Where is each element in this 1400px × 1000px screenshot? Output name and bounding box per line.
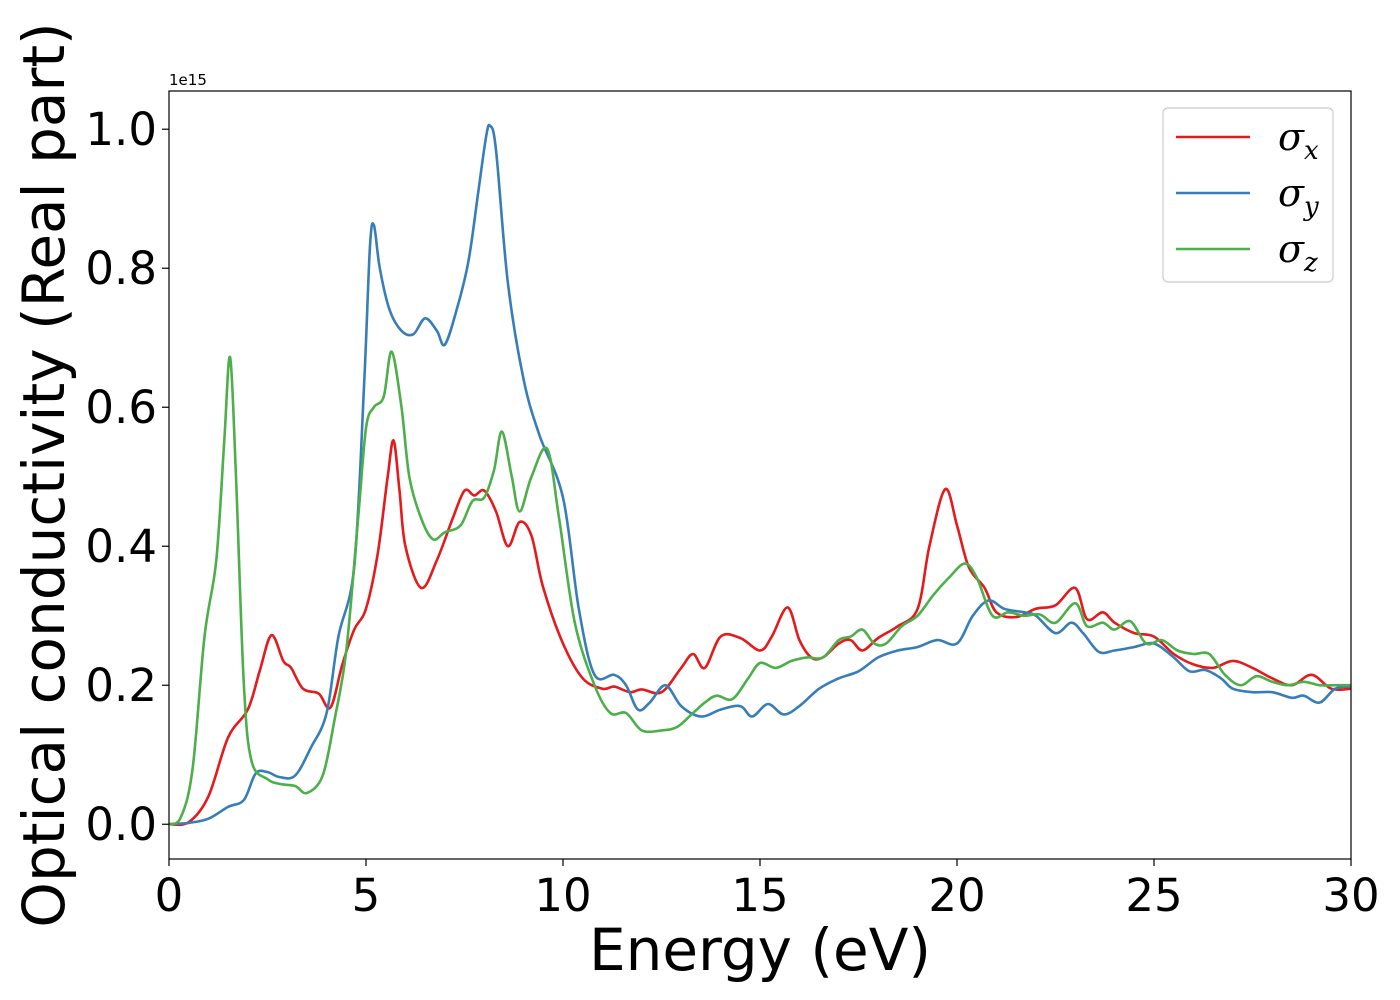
x-tick-label: 5 [352,869,381,922]
x-tick-label: 20 [928,869,985,922]
x-axis-label: Energy (eV) [589,916,931,984]
y-tick-label: 0.6 [85,381,157,434]
y-tick-label: 0.4 [85,520,157,573]
x-tick-label: 10 [534,869,591,922]
y-tick-label: 0.2 [85,659,157,712]
x-tick-label: 0 [155,869,184,922]
tick-layer: 0 5 10 15 20 25 30 0.0 0.2 0.4 0.6 0.8 1.0 [85,103,1379,922]
x-tick-label: 15 [731,869,788,922]
x-tick-label: 30 [1322,869,1379,922]
legend-frame [1162,107,1334,283]
series-line-y [169,123,1351,826]
series-line-z [169,350,1351,826]
series-layer [169,123,1351,827]
x-tick-label: 25 [1125,869,1182,922]
y-axis-label: Optical conductivity (Real part) [10,22,78,927]
y-offset-label: 1e15 [169,71,207,89]
y-tick-label: 0.8 [85,242,157,295]
y-tick-label: 0.0 [85,798,157,851]
y-tick-label: 1.0 [85,103,157,156]
series-line-x [169,439,1351,827]
